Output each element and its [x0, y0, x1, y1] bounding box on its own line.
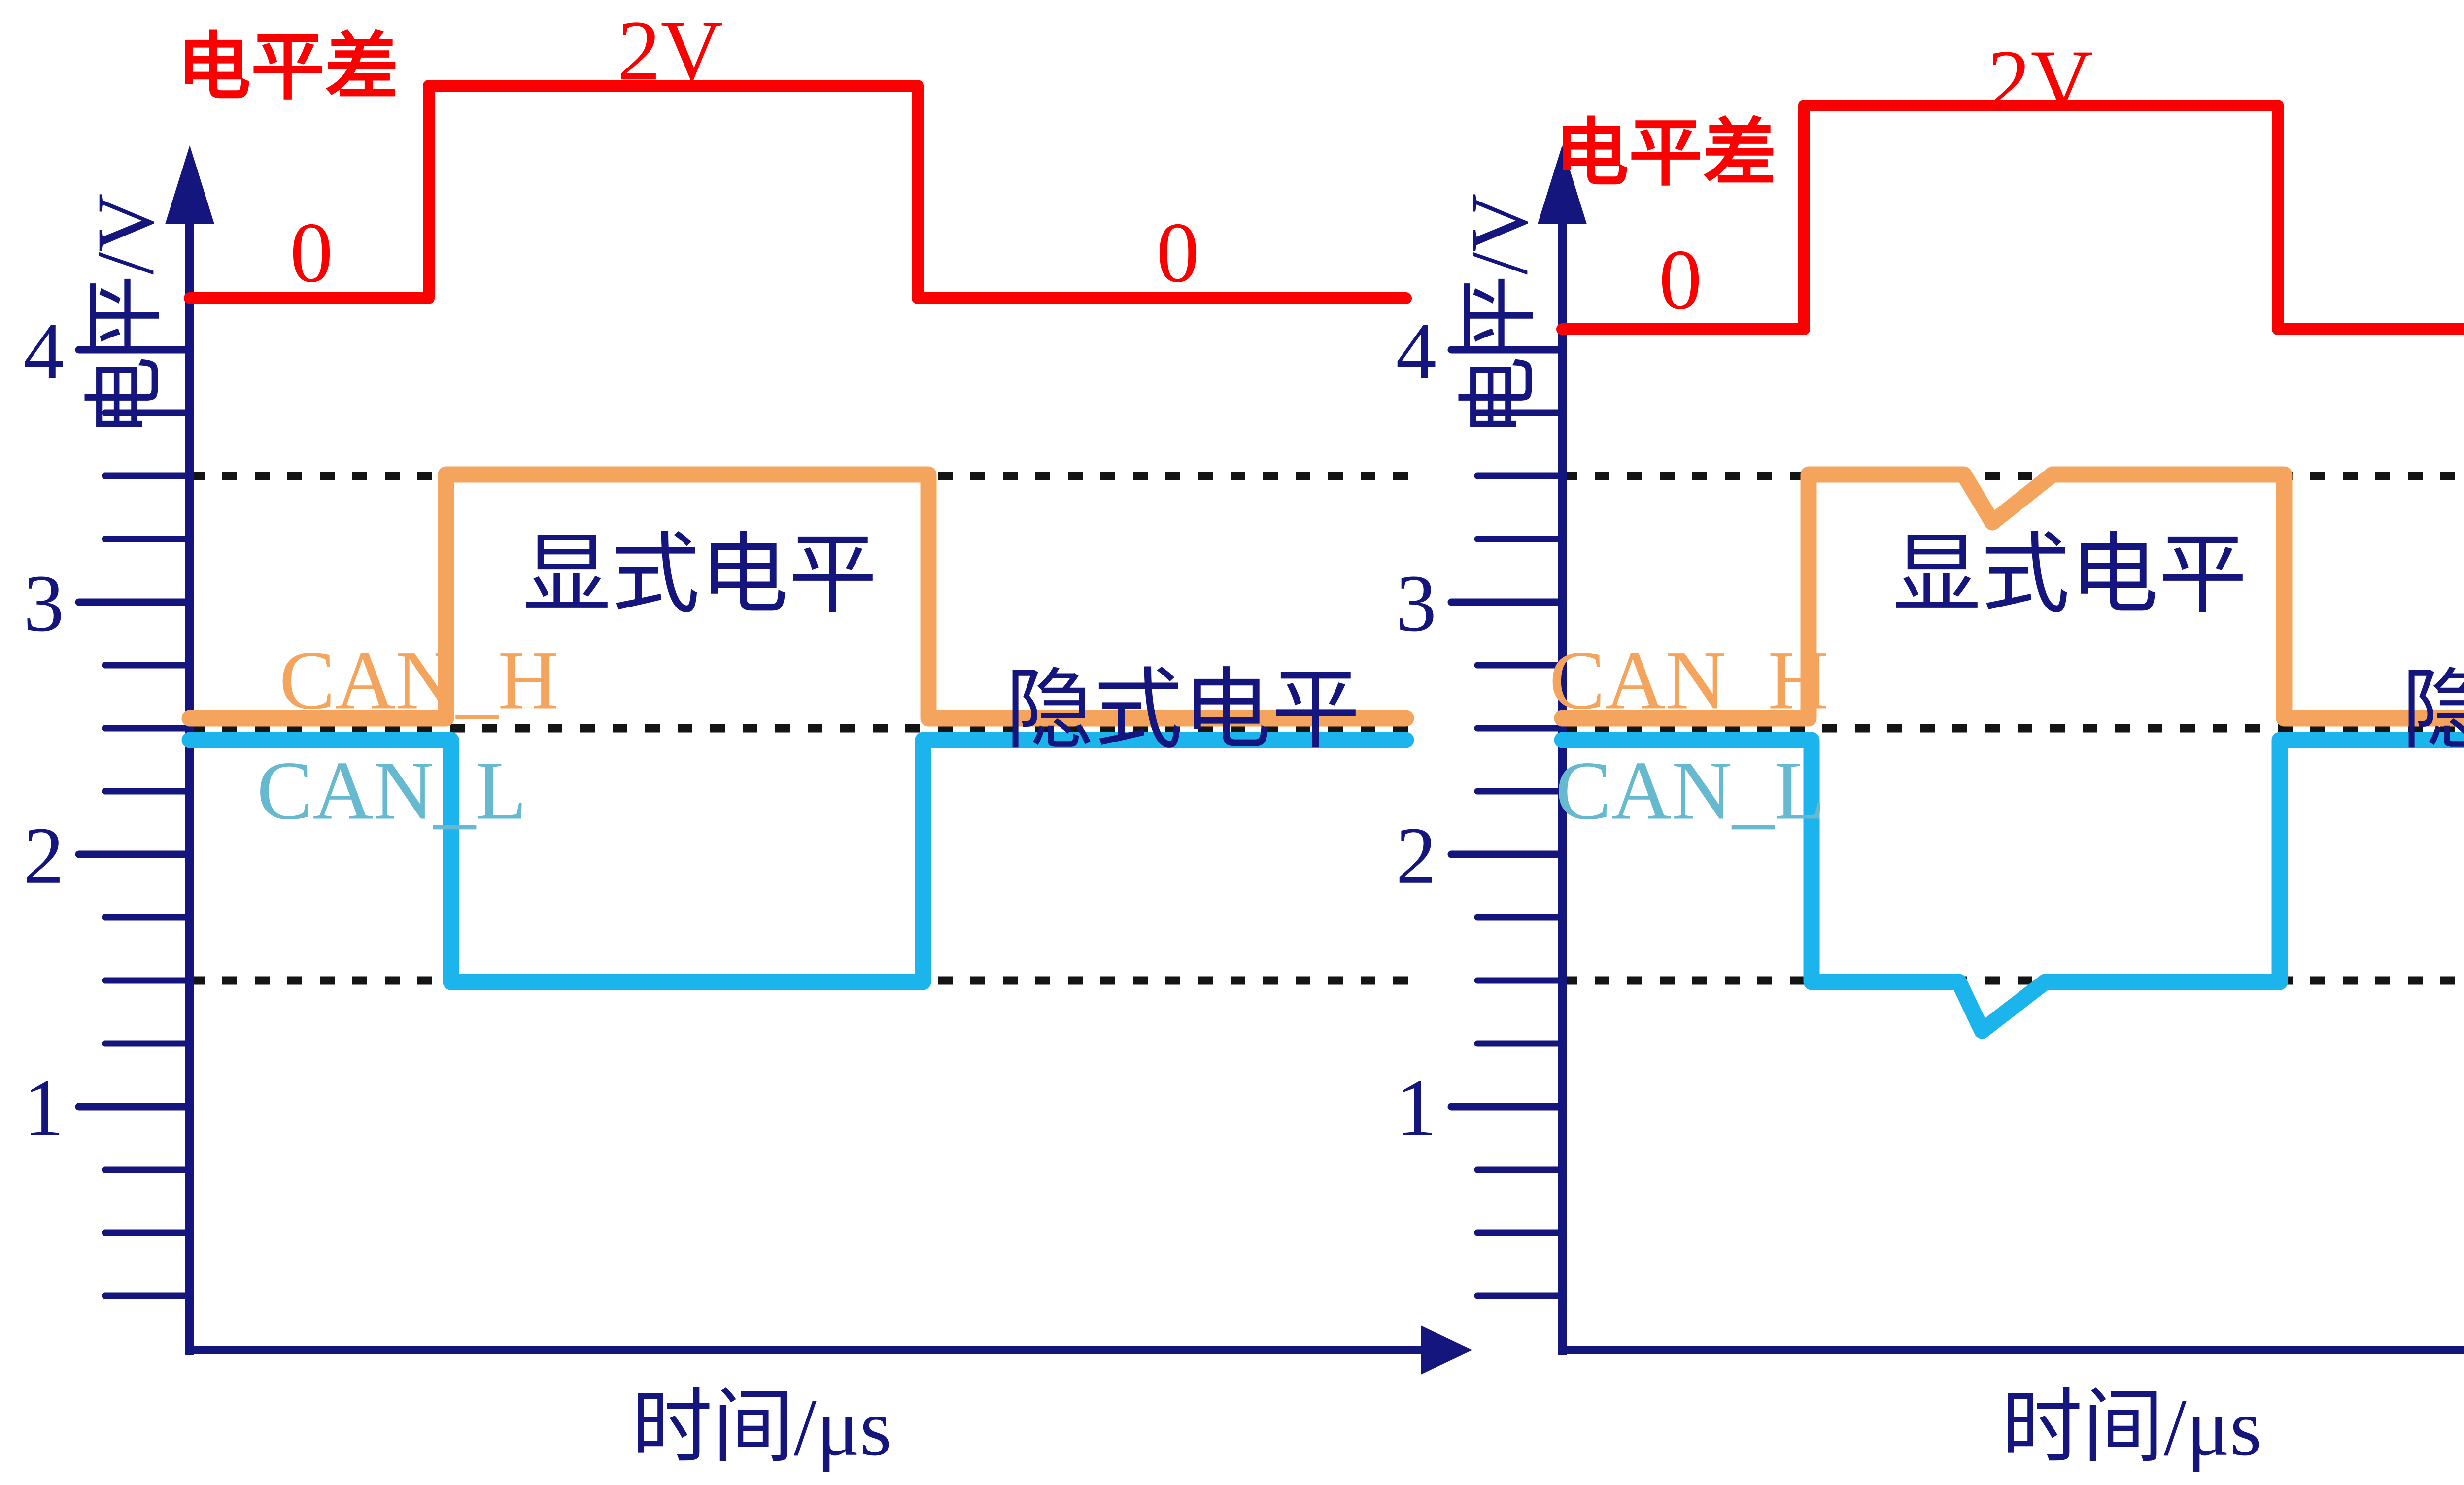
right-ytick-label-1: 1: [1396, 1063, 1437, 1153]
left-diff-title: 电平差: [177, 27, 399, 109]
right-diff-title: 电平差: [1555, 113, 1777, 195]
left-can-l-label: CAN_L: [257, 744, 527, 837]
right-ytick-label-2: 2: [1396, 810, 1437, 901]
right-x-axis-title: 时间/μs: [2001, 1383, 2262, 1473]
left-ytick-label-2: 2: [24, 810, 65, 901]
left-series-bus-high-line: [181, 466, 1414, 727]
left-diff-value-2v: 2V: [617, 2, 723, 98]
right-series-differential-voltage: [1556, 100, 2464, 335]
right-can-l-label: CAN_L: [1555, 744, 1825, 837]
right-y-axis-arrow-icon: [1538, 145, 1587, 224]
right-diff-value-2v: 2V: [1987, 32, 2093, 128]
left-series-bus-low-line: [181, 732, 1414, 990]
left-diff-value-zero-right: 0: [1156, 204, 1199, 300]
left-recessive-level-label: 隐式电平: [1005, 662, 1360, 760]
right-y-ticks: [1447, 346, 1566, 1299]
left-dominant-level-label: 显式电平: [522, 526, 877, 624]
left-ytick-label-1: 1: [24, 1063, 65, 1153]
right-y-axis-title: 电平/V: [1454, 194, 1544, 438]
right-can-h-label: CAN_H: [1549, 634, 1829, 727]
left-series-differential-voltage: [184, 80, 1412, 304]
right-diff-value-zero-left: 0: [1659, 232, 1702, 327]
left-x-axis-title: 时间/μs: [631, 1383, 892, 1473]
left-diff-value-zero-left: 0: [290, 204, 333, 300]
left-y-axis-arrow-icon: [165, 145, 214, 224]
left-y-axis-title: 电平/V: [80, 194, 171, 438]
left-y-ticks: [75, 346, 194, 1299]
left-ytick-label-4: 4: [24, 306, 65, 396]
left-ytick-label-3: 3: [24, 558, 65, 648]
right-ytick-label-3: 3: [1396, 558, 1437, 648]
left-x-axis-arrow-icon: [1421, 1325, 1472, 1375]
right-dominant-level-label: 显式电平: [1892, 526, 2247, 624]
right-series-bus-low-line: [1554, 732, 2464, 1039]
left-can-h-label: CAN_H: [279, 634, 559, 727]
right-series-bus-high-line: [1554, 466, 2464, 727]
right-recessive-level-label: 隐式电平: [2401, 662, 2464, 760]
right-ytick-label-4: 4: [1396, 306, 1437, 396]
